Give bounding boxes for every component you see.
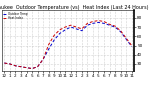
Title: Milwaukee  Outdoor Temperature (vs)  Heat Index (Last 24 Hours): Milwaukee Outdoor Temperature (vs) Heat … bbox=[0, 5, 149, 10]
Legend: Outdoor Temp, Heat Index: Outdoor Temp, Heat Index bbox=[3, 12, 28, 21]
